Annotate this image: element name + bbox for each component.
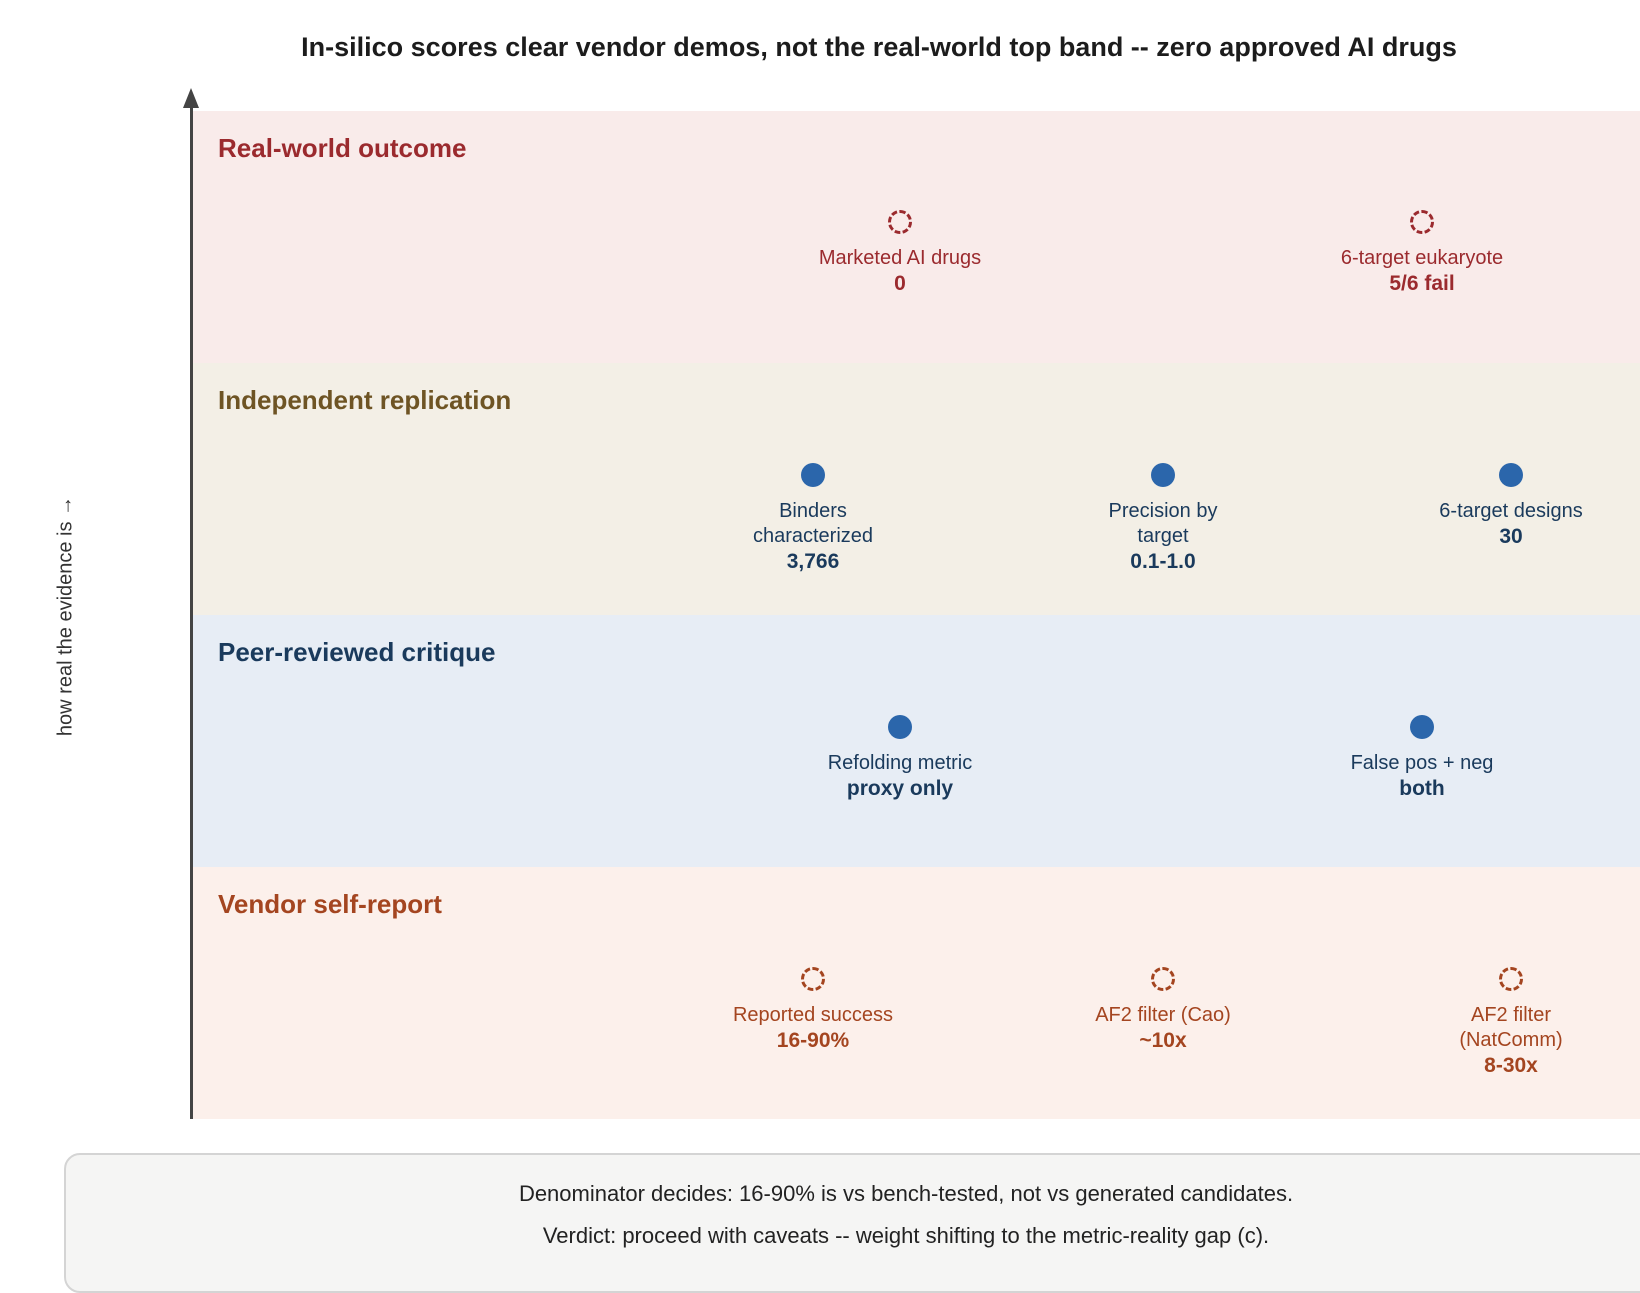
dashed-circle-icon xyxy=(1499,967,1523,991)
band-independent-replication: Independent replication Binders characte… xyxy=(193,363,1640,615)
filled-circle-icon xyxy=(1410,715,1434,739)
dashed-circle-icon xyxy=(1151,967,1175,991)
point-label: Binders characterized xyxy=(752,500,874,547)
point-value: 5/6 fail xyxy=(1389,272,1455,295)
point-label: AF2 filter (Cao) xyxy=(1095,1004,1231,1026)
band-title-vendor-self-report: Vendor self-report xyxy=(218,889,442,919)
point-reported-success: Reported success 16-90% xyxy=(713,967,913,1053)
point-value: ~10x xyxy=(1139,1029,1187,1052)
point-value: both xyxy=(1399,777,1445,800)
point-value: 3,766 xyxy=(786,550,840,573)
verdict-line-1: Denominator decides: 16-90% is vs bench-… xyxy=(518,1181,1294,1206)
band-vendor-self-report: Vendor self-report Reported success 16-9… xyxy=(193,867,1640,1119)
point-label: 6-target designs xyxy=(1439,500,1583,522)
filled-circle-icon xyxy=(801,463,825,487)
point-label: Refolding metric xyxy=(827,752,973,774)
y-axis-line xyxy=(190,102,193,1119)
point-marketed-ai-drugs: Marketed AI drugs 0 xyxy=(800,210,1000,296)
point-value: 0 xyxy=(894,272,906,295)
band-peer-reviewed-critique: Peer-reviewed critique Refolding metric … xyxy=(193,615,1640,867)
point-6-target-designs: 6-target designs 30 xyxy=(1411,463,1611,549)
point-af2-filter-cao: AF2 filter (Cao) ~10x xyxy=(1063,967,1263,1053)
dashed-circle-icon xyxy=(801,967,825,991)
point-label: 6-target eukaryote xyxy=(1340,247,1504,269)
point-value: 0.1-1.0 xyxy=(1130,550,1196,573)
band-title-peer-reviewed-critique: Peer-reviewed critique xyxy=(218,637,496,667)
point-value: 8-30x xyxy=(1484,1054,1538,1077)
y-axis-arrow-icon xyxy=(183,88,199,108)
point-label: False pos + neg xyxy=(1350,752,1494,774)
dashed-circle-icon xyxy=(1410,210,1434,234)
point-false-pos-neg: False pos + neg both xyxy=(1322,715,1522,801)
point-binders-characterized: Binders characterized 3,766 xyxy=(738,463,888,574)
point-precision-by-target: Precision by target 0.1-1.0 xyxy=(1098,463,1228,574)
verdict-box: Denominator decides: 16-90% is vs bench-… xyxy=(64,1153,1640,1293)
point-value: proxy only xyxy=(846,777,954,800)
filled-circle-icon xyxy=(1151,463,1175,487)
point-value: 16-90% xyxy=(776,1029,850,1052)
point-label: Marketed AI drugs xyxy=(818,247,982,269)
point-label: Reported success xyxy=(732,1004,894,1026)
band-title-real-world: Real-world outcome xyxy=(218,133,467,163)
y-axis-label: how real the evidence is → xyxy=(54,495,77,737)
point-label: AF2 filter (NatComm) xyxy=(1459,1004,1563,1051)
verdict-line-2: Verdict: proceed with caveats -- weight … xyxy=(542,1223,1270,1248)
point-6-target-eukaryote: 6-target eukaryote 5/6 fail xyxy=(1322,210,1522,296)
band-real-world: Real-world outcome Marketed AI drugs 0 6… xyxy=(193,111,1640,363)
chart-title: In-silico scores clear vendor demos, not… xyxy=(301,32,1457,62)
filled-circle-icon xyxy=(1499,463,1523,487)
point-refolding-metric: Refolding metric proxy only xyxy=(800,715,1000,801)
filled-circle-icon xyxy=(888,715,912,739)
point-af2-filter-natcomm: AF2 filter (NatComm) 8-30x xyxy=(1446,967,1576,1078)
dashed-circle-icon xyxy=(888,210,912,234)
point-label: Precision by target xyxy=(1108,500,1218,547)
point-value: 30 xyxy=(1499,525,1523,548)
band-title-independent-replication: Independent replication xyxy=(218,385,512,415)
